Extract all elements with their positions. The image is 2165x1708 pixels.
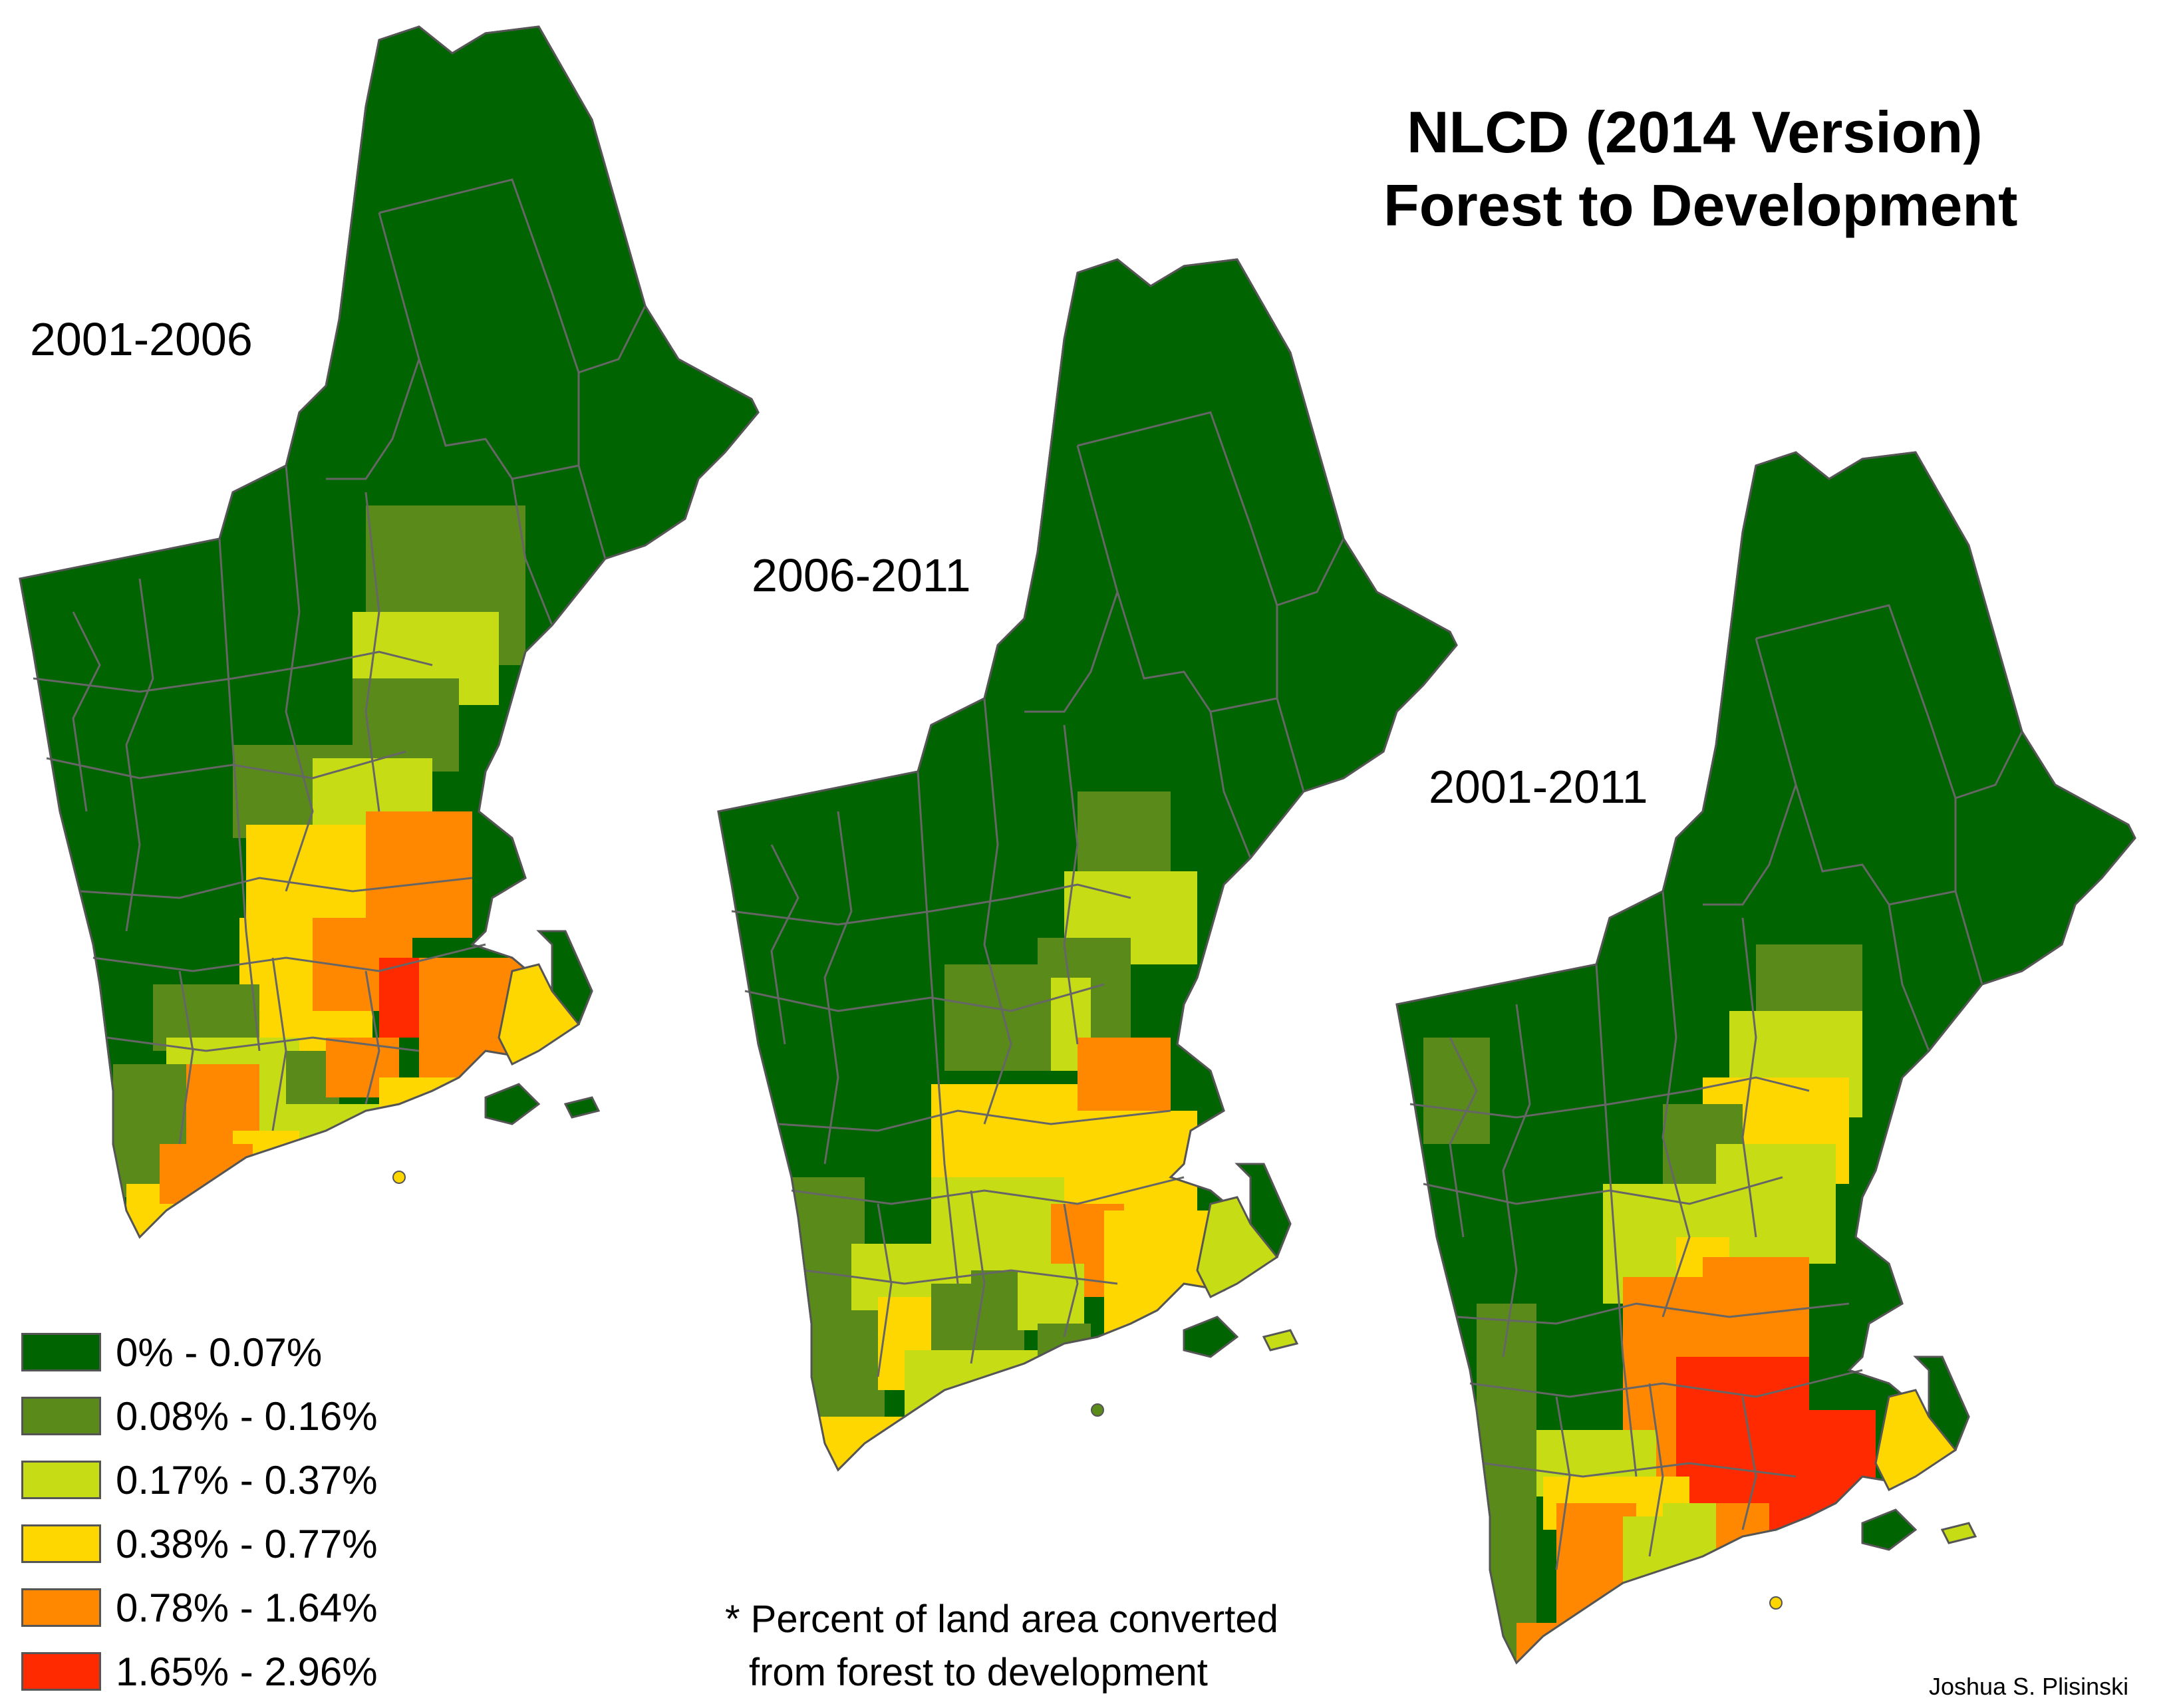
legend-item: 0.38% - 0.77% [21,1512,378,1576]
period-label-2: 2006-2011 [752,549,971,601]
map-title-line1: NLCD (2014 Version) [1407,99,1983,165]
legend-swatch [21,1461,101,1499]
legend-swatch [21,1588,101,1627]
map-title-line2: Forest to Development [1383,172,2018,238]
footnote-line1: * Percent of land area converted [725,1598,1278,1641]
footnote-line2: from forest to development [749,1651,1208,1694]
legend-item: 0% - 0.07% [21,1320,378,1384]
footnote: * Percent of land area converted from fo… [725,1593,1278,1699]
legend-label: 0.38% - 0.77% [116,1521,378,1566]
map-2001-2006 [19,25,760,1238]
map-2006-2011 [717,258,1458,1471]
legend-swatch [21,1524,101,1563]
period-label-1: 2001-2006 [30,313,253,365]
legend-swatch [21,1397,101,1435]
legend-swatch [21,1652,101,1691]
legend-item: 0.78% - 1.64% [21,1576,378,1639]
legend-swatch [21,1333,101,1371]
legend-label: 0.78% - 1.64% [116,1585,378,1630]
legend-item: 1.65% - 2.96% [21,1639,378,1703]
legend-item: 0.08% - 0.16% [21,1384,378,1448]
legend-label: 1.65% - 2.96% [116,1649,378,1694]
legend: 0% - 0.07% 0.08% - 0.16% 0.17% - 0.37% 0… [21,1320,378,1703]
legend-label: 0% - 0.07% [116,1330,323,1375]
legend-label: 0.08% - 0.16% [116,1393,378,1439]
map-2001-2011 [1395,451,2136,1664]
period-label-3: 2001-2011 [1429,761,1648,813]
legend-item: 0.17% - 0.37% [21,1448,378,1512]
legend-label: 0.17% - 0.37% [116,1457,378,1502]
author-credit: Joshua S. Plisinski [1929,1673,2129,1700]
